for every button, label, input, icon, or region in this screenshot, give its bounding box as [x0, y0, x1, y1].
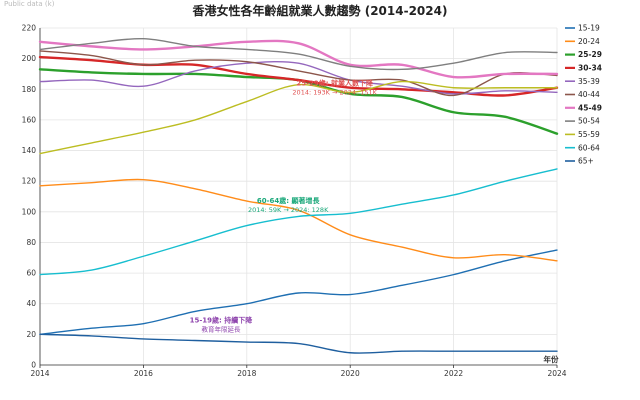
y-tick-label: 120: [22, 177, 37, 186]
corner-label: Public data (k): [4, 0, 55, 8]
legend-label-65+: 65+: [578, 157, 594, 166]
ann-25-29-detail: 2014: 193K → 2024: 151K: [292, 88, 377, 96]
series-line-20-24: [39, 178, 558, 262]
y-tick-label: 80: [26, 238, 36, 247]
legend-label-35-39: 35-39: [578, 77, 600, 86]
legend-label-40-44: 40-44: [578, 90, 600, 99]
x-tick-label: 2020: [341, 369, 360, 378]
legend-label-45-49: 45-49: [578, 103, 602, 112]
y-tick-label: 40: [26, 299, 36, 308]
legend-label-55-59: 55-59: [578, 130, 600, 139]
ann-15-19-headline: 15-19歲: 持續下降: [190, 316, 254, 325]
y-tick-label: 20: [26, 330, 36, 339]
y-tick-label: 220: [22, 24, 37, 33]
series-line-40-44: [39, 50, 558, 97]
ann-60-64-headline: 60-64歲: 顯著增長: [257, 196, 321, 205]
legend-label-50-54: 50-54: [578, 117, 600, 126]
y-tick-label: 100: [22, 207, 37, 216]
ann-60-64-detail: 2014: 59K → 2024: 128K: [248, 206, 329, 214]
y-tick-label: 60: [26, 269, 36, 278]
y-tick-label: 160: [22, 115, 37, 124]
x-tick-label: 2022: [444, 369, 463, 378]
axis-layer: 0 20 40 60 80 100 120 140 160 180 200 220 2014 2016 20…: [22, 24, 567, 379]
chart-title: 香港女性各年齡組就業人數趨勢 (2014-2024): [192, 3, 448, 18]
x-tick-label: 2024: [547, 369, 566, 378]
x-axis-label: 年份: [544, 354, 559, 364]
series-line-45-49: [38, 39, 559, 79]
series-layer: [38, 37, 559, 354]
series-line-60-64: [39, 168, 558, 276]
series-line-15-19: [39, 249, 558, 336]
legend-label-20-24: 20-24: [578, 37, 600, 46]
x-tick-label: 2016: [134, 369, 153, 378]
ann-15-19-detail: 教育年限延長: [201, 325, 241, 334]
ann-25-29-headline: 25-29歲: 就業人數下降: [296, 78, 374, 87]
legend-label-30-34: 30-34: [578, 64, 602, 73]
legend-label-15-19: 15-19: [578, 24, 600, 33]
x-tick-label: 2014: [30, 369, 49, 378]
series-line-65+: [39, 333, 558, 354]
series-line-55-59: [39, 80, 558, 155]
y-tick-label: 180: [22, 85, 37, 94]
y-tick-label: 0: [31, 361, 36, 370]
x-tick-label: 2018: [237, 369, 256, 378]
series-line-35-39: [39, 60, 558, 95]
legend: 15-19 20-24 25-29 30-34 35-39 40-44 45-49 50-54…: [565, 24, 602, 166]
legend-label-60-64: 60-64: [578, 143, 600, 152]
legend-label-25-29: 25-29: [578, 50, 602, 59]
series-line-50-54: [39, 37, 558, 71]
y-tick-label: 200: [22, 54, 37, 63]
y-tick-label: 140: [22, 146, 37, 155]
